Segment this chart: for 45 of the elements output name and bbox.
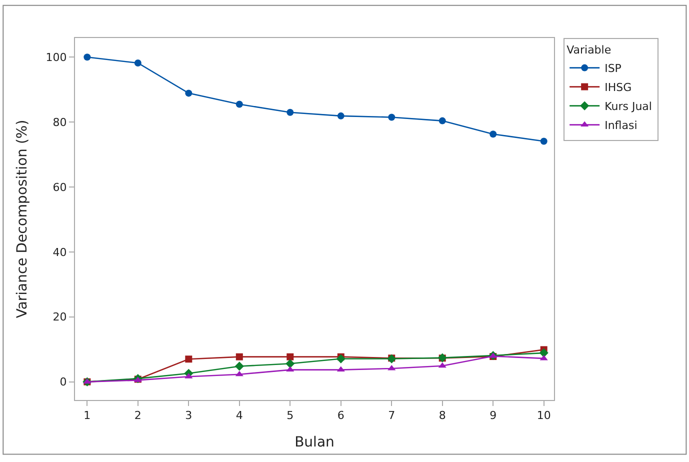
x-tick-label: 9: [490, 409, 497, 422]
x-tick-label: 10: [536, 409, 551, 422]
y-axis-title: Variance Decomposition (%): [14, 120, 30, 318]
y-tick-label: 40: [52, 246, 67, 259]
x-tick-label: 4: [236, 409, 243, 422]
point: [388, 114, 396, 121]
x-axis-title: Bulan: [294, 434, 334, 450]
point: [286, 353, 294, 360]
point: [84, 54, 91, 61]
x-tick-label: 6: [337, 409, 344, 422]
y-tick-label: 80: [52, 116, 67, 129]
legend-label: ISP: [604, 62, 622, 76]
legend-label: Inflasi: [604, 119, 638, 132]
legend-title: Variable: [566, 43, 612, 56]
y-tick-label: 20: [52, 310, 67, 324]
y-tick-label: 0: [60, 376, 67, 389]
point: [336, 366, 345, 372]
point: [540, 138, 548, 145]
point: [286, 359, 295, 368]
point: [236, 353, 243, 360]
y-tick-label: 100: [46, 51, 67, 64]
point: [234, 362, 244, 371]
legend-label: Kurs Jual: [604, 100, 652, 114]
point: [540, 354, 548, 360]
point: [236, 100, 243, 108]
x-tick-label: 8: [438, 409, 446, 422]
x-tick-label: 7: [388, 409, 396, 422]
point: [185, 356, 192, 363]
x-tick-label: 3: [185, 409, 192, 422]
y-tick-label: 60: [52, 180, 67, 194]
point: [185, 90, 192, 97]
point: [134, 60, 142, 66]
x-tick-label: 5: [286, 409, 294, 422]
x-tick-label: 1: [84, 409, 91, 422]
point: [539, 348, 548, 358]
x-tick-label: 2: [134, 409, 142, 422]
point: [490, 130, 497, 138]
legend-label: IHSG: [604, 81, 632, 94]
point: [286, 108, 294, 116]
point: [336, 354, 346, 364]
point: [337, 112, 344, 120]
point: [438, 362, 446, 368]
point: [235, 370, 244, 376]
point: [438, 117, 446, 124]
point: [286, 366, 294, 372]
